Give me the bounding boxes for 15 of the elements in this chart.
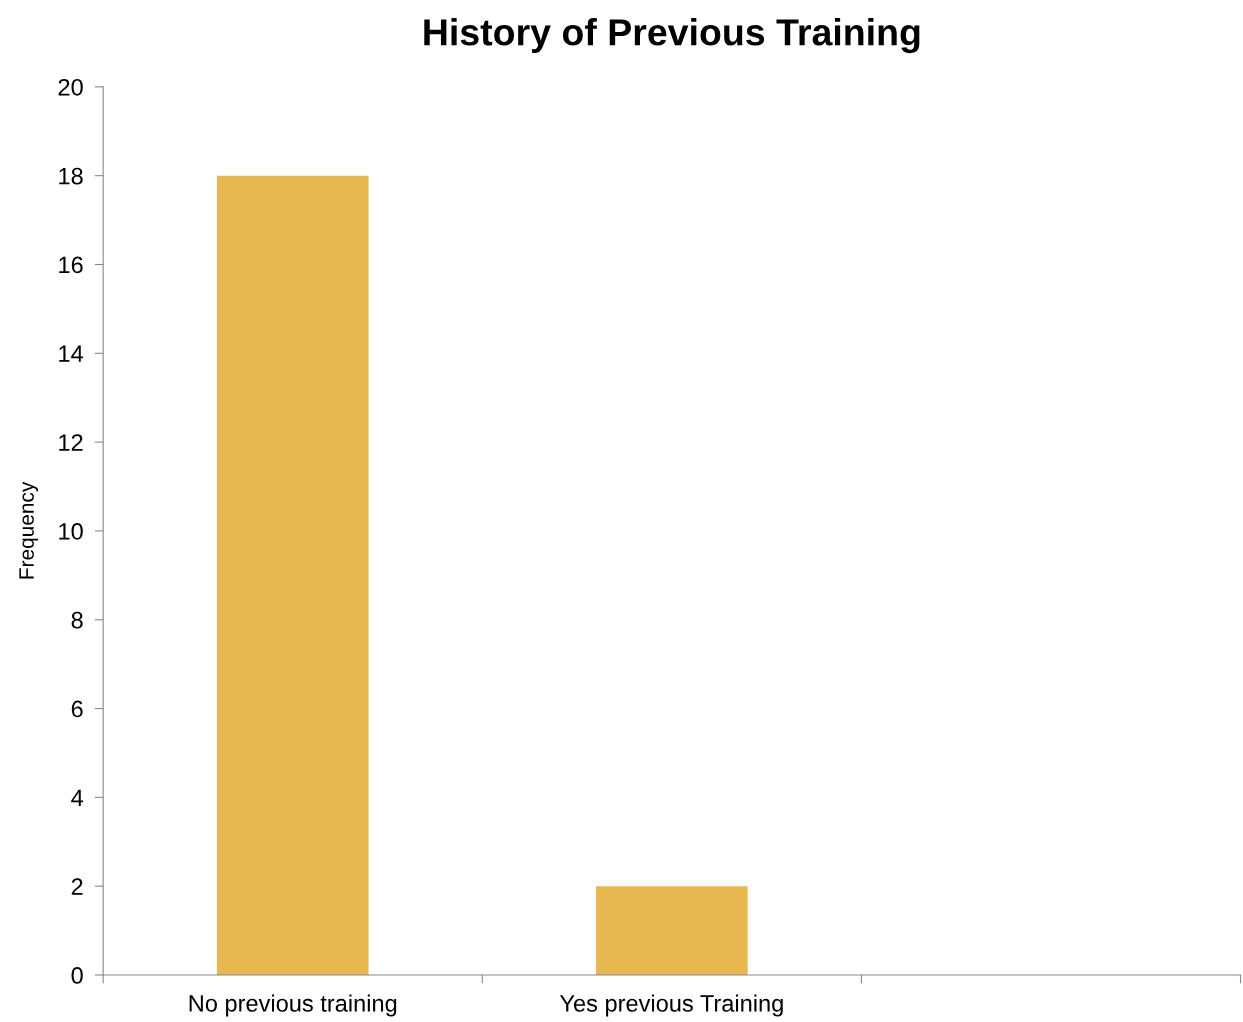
y-tick-label: 12	[59, 434, 83, 451]
y-tick-label: 0	[71, 967, 83, 984]
y-tick-label: 4	[71, 789, 84, 806]
y-tick-label: 2	[71, 878, 83, 895]
y-tick-label: 18	[59, 167, 83, 185]
y-axis-title: Frequency	[19, 481, 39, 579]
x-tick-label: Yes previous Training	[559, 994, 783, 1017]
y-tick-label: 14	[59, 345, 84, 362]
x-tick-label: No previous training	[189, 994, 397, 1017]
y-tick-label: 6	[71, 700, 83, 718]
y-tick-label: 10	[59, 523, 83, 540]
y-tick-label: 20	[58, 78, 83, 96]
y-tick-label: 8	[71, 611, 83, 629]
y-tick-label: 16	[59, 256, 83, 274]
chart-title: History of Previous Training	[424, 18, 920, 54]
